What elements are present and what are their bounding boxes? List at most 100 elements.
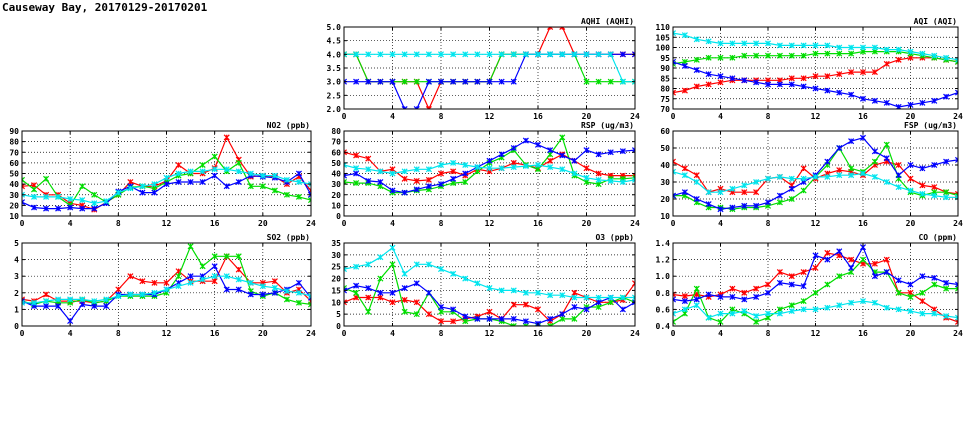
series-marker-7-2-18 bbox=[883, 269, 890, 276]
series-marker-6-3-5 bbox=[401, 270, 408, 277]
series-marker-2-1-20 bbox=[259, 183, 266, 190]
series-marker-7-0-17 bbox=[871, 260, 878, 267]
series-marker-5-2-7 bbox=[103, 303, 110, 310]
xtick-label-1-2: 8 bbox=[766, 112, 771, 121]
series-marker-4-3-17 bbox=[871, 173, 878, 180]
ytick-label-7-4: 1.2 bbox=[656, 256, 671, 265]
xtick-label-4-1: 4 bbox=[718, 219, 723, 228]
series-marker-7-2-7 bbox=[753, 293, 760, 300]
page-title: Causeway Bay, 20170129-20170201 bbox=[2, 1, 208, 14]
series-marker-3-2-9 bbox=[450, 175, 457, 182]
series-marker-5-0-2 bbox=[43, 291, 50, 298]
series-marker-3-3-18 bbox=[559, 166, 566, 173]
series-marker-5-3-12 bbox=[163, 286, 170, 293]
ytick-label-7-2: 0.8 bbox=[656, 289, 671, 298]
series-marker-7-2-15 bbox=[848, 264, 855, 271]
series-marker-6-0-4 bbox=[389, 299, 396, 306]
series-marker-3-0-17 bbox=[547, 157, 554, 164]
series-marker-7-3-22 bbox=[931, 310, 938, 317]
xtick-label-6-6: 24 bbox=[630, 329, 640, 338]
series-marker-7-0-11 bbox=[800, 269, 807, 276]
series-marker-3-2-8 bbox=[437, 181, 445, 188]
series-marker-4-2-23 bbox=[943, 158, 950, 165]
ytick-label-4-5: 60 bbox=[660, 127, 670, 136]
series-marker-0-2-9 bbox=[450, 78, 457, 85]
series-marker-5-3-11 bbox=[151, 289, 158, 296]
series-marker-2-3-1 bbox=[31, 193, 38, 200]
xtick-label-2-2: 8 bbox=[116, 219, 121, 228]
series-marker-6-3-3 bbox=[377, 254, 384, 261]
series-marker-0-3-12 bbox=[486, 51, 493, 58]
series-marker-6-2-20 bbox=[583, 306, 590, 313]
series-marker-1-2-14 bbox=[836, 89, 843, 96]
chart-panel-7: 0.4 0.6 0.8 1.0 1.2 1.4 0 4 8 12 16 20 24 CO (ppm) bbox=[656, 233, 963, 338]
series-marker-6-2-5 bbox=[401, 285, 408, 292]
series-marker-4-3-1 bbox=[681, 172, 688, 179]
series-marker-6-1-4 bbox=[389, 261, 396, 268]
ytick-label-0-0: 2.0 bbox=[327, 105, 342, 114]
xtick-label-3-1: 4 bbox=[390, 219, 395, 228]
series-marker-3-3-5 bbox=[401, 168, 408, 175]
series-marker-0-3-10 bbox=[462, 51, 469, 58]
series-marker-6-1-21 bbox=[595, 304, 602, 311]
series-marker-5-1-18 bbox=[235, 253, 242, 260]
series-marker-1-0-18 bbox=[883, 60, 890, 67]
series-marker-1-1-5 bbox=[729, 54, 736, 61]
series-marker-1-2-24 bbox=[954, 89, 958, 96]
series-marker-6-2-8 bbox=[437, 304, 445, 311]
series-marker-1-3-18 bbox=[883, 46, 890, 53]
series-marker-0-2-10 bbox=[462, 78, 469, 85]
series-marker-3-2-2 bbox=[365, 177, 372, 184]
series-marker-6-1-17 bbox=[547, 322, 554, 326]
series-marker-1-3-0 bbox=[673, 30, 677, 37]
series-marker-2-3-16 bbox=[211, 166, 218, 173]
series-marker-7-0-1 bbox=[681, 293, 688, 300]
series-marker-0-2-3 bbox=[377, 78, 384, 85]
ytick-label-0-5: 4.5 bbox=[327, 37, 342, 46]
series-marker-3-3-13 bbox=[498, 165, 505, 172]
series-marker-7-2-0 bbox=[673, 296, 677, 303]
series-marker-3-3-12 bbox=[486, 165, 493, 172]
series-marker-6-3-24 bbox=[631, 294, 635, 301]
series-marker-2-2-11 bbox=[151, 189, 158, 196]
ytick-label-2-0: 10 bbox=[9, 212, 19, 221]
series-marker-1-1-13 bbox=[824, 50, 831, 57]
series-marker-4-3-16 bbox=[859, 170, 867, 177]
series-marker-0-2-23 bbox=[619, 51, 626, 58]
series-marker-2-2-24 bbox=[307, 191, 311, 198]
series-marker-1-2-12 bbox=[812, 85, 819, 92]
series-marker-2-3-18 bbox=[235, 168, 242, 175]
series-marker-6-2-9 bbox=[450, 306, 457, 313]
series-marker-1-3-3 bbox=[705, 38, 712, 45]
series-marker-3-3-8 bbox=[437, 161, 445, 169]
series-marker-2-2-4 bbox=[67, 204, 74, 211]
series-marker-0-3-2 bbox=[365, 51, 372, 58]
series-marker-0-2-5 bbox=[401, 105, 408, 109]
series-marker-0-3-11 bbox=[474, 51, 481, 58]
xtick-label-4-3: 12 bbox=[811, 219, 821, 228]
series-marker-6-1-19 bbox=[571, 315, 578, 322]
series-marker-1-2-22 bbox=[931, 97, 938, 104]
series-marker-1-3-5 bbox=[729, 40, 736, 47]
series-marker-5-3-5 bbox=[79, 296, 86, 303]
series-marker-3-2-18 bbox=[559, 152, 566, 159]
series-marker-5-3-17 bbox=[223, 273, 230, 280]
chart-series-group-5 bbox=[22, 243, 311, 325]
series-marker-1-2-4 bbox=[717, 73, 724, 80]
panel-title-2: NO2 (ppb) bbox=[267, 121, 310, 130]
series-marker-7-0-6 bbox=[741, 289, 748, 296]
series-marker-4-3-10 bbox=[788, 175, 795, 182]
series-marker-2-3-5 bbox=[79, 197, 86, 204]
series-marker-7-2-6 bbox=[741, 296, 748, 303]
series-marker-4-0-19 bbox=[895, 161, 902, 169]
series-marker-3-2-20 bbox=[583, 147, 590, 154]
series-marker-0-3-1 bbox=[353, 51, 360, 58]
series-marker-4-3-3 bbox=[705, 189, 712, 196]
series-marker-0-0-7 bbox=[425, 105, 432, 109]
series-marker-0-1-21 bbox=[595, 78, 602, 85]
series-marker-4-3-18 bbox=[883, 178, 890, 186]
series-marker-7-2-9 bbox=[776, 279, 783, 286]
series-marker-3-0-8 bbox=[437, 170, 445, 177]
series-marker-4-3-19 bbox=[895, 184, 902, 191]
series-marker-6-1-8 bbox=[437, 308, 445, 315]
